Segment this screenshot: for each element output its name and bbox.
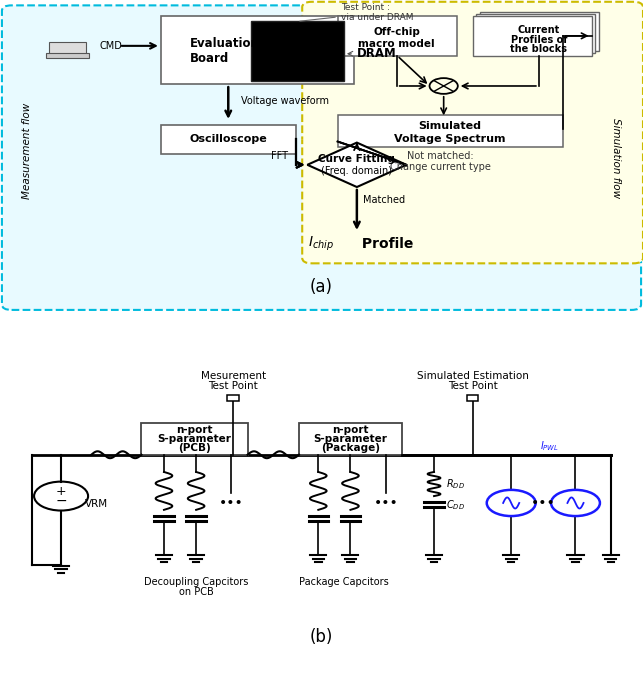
FancyBboxPatch shape (338, 114, 563, 147)
Text: $R_{DD}$: $R_{DD}$ (446, 477, 464, 491)
Text: (Package): (Package) (321, 443, 380, 453)
Text: Test Point: Test Point (448, 381, 498, 391)
Polygon shape (307, 143, 406, 187)
Text: Voltage Spectrum: Voltage Spectrum (394, 134, 506, 143)
Text: Voltage waveform: Voltage waveform (241, 96, 329, 106)
FancyBboxPatch shape (141, 423, 248, 455)
Text: Not matched:: Not matched: (407, 151, 474, 161)
Text: the blocks: the blocks (511, 45, 567, 54)
Text: n-port: n-port (332, 425, 368, 435)
FancyBboxPatch shape (161, 125, 296, 154)
Text: Current: Current (518, 25, 560, 34)
FancyBboxPatch shape (473, 16, 592, 56)
Text: −: − (55, 494, 67, 508)
Text: Simulated Estimation: Simulated Estimation (417, 371, 529, 381)
Text: •••: ••• (531, 496, 556, 510)
Text: S-parameter: S-parameter (314, 434, 387, 444)
Text: n-port: n-port (176, 425, 213, 435)
Text: $I_{PWL}$: $I_{PWL}$ (540, 439, 559, 453)
FancyBboxPatch shape (161, 16, 354, 84)
FancyBboxPatch shape (302, 2, 643, 263)
Text: $I_{chip}$: $I_{chip}$ (309, 235, 334, 254)
FancyBboxPatch shape (338, 16, 457, 56)
Text: Simulation flow: Simulation flow (611, 118, 621, 198)
FancyBboxPatch shape (49, 42, 86, 54)
FancyBboxPatch shape (467, 395, 478, 401)
Text: +: + (56, 486, 66, 498)
FancyBboxPatch shape (476, 14, 595, 53)
Text: Profiles of: Profiles of (511, 35, 567, 45)
Text: Off-chip: Off-chip (374, 27, 420, 37)
Text: $C_{DD}$: $C_{DD}$ (446, 497, 464, 512)
FancyBboxPatch shape (46, 53, 89, 59)
Text: •••: ••• (219, 496, 244, 510)
Text: •••: ••• (374, 496, 398, 510)
Text: S-parameter: S-parameter (158, 434, 231, 444)
Text: Test Point: Test Point (208, 381, 258, 391)
Text: FFT: FFT (271, 150, 288, 161)
Text: VRM: VRM (85, 499, 108, 508)
Text: Simulated: Simulated (419, 121, 482, 132)
Text: Board: Board (190, 52, 229, 65)
FancyBboxPatch shape (299, 423, 402, 455)
Text: Mesurement: Mesurement (201, 371, 266, 381)
FancyBboxPatch shape (480, 12, 599, 51)
Text: Profile: Profile (357, 237, 413, 251)
Text: Decoupling Capcitors: Decoupling Capcitors (144, 577, 248, 587)
Text: Measurement flow: Measurement flow (22, 103, 32, 198)
Text: (Freq. domain): (Freq. domain) (322, 166, 392, 176)
Text: DRAM: DRAM (348, 48, 397, 60)
Text: Test Point :
via under DRAM: Test Point : via under DRAM (300, 3, 413, 22)
Text: (PCB): (PCB) (178, 443, 211, 453)
Text: CMD: CMD (100, 41, 123, 51)
FancyBboxPatch shape (228, 395, 239, 401)
Text: Evaluation: Evaluation (190, 37, 260, 50)
FancyBboxPatch shape (251, 21, 344, 81)
Text: Oscilloscope: Oscilloscope (190, 134, 267, 145)
Text: Package Capcitors: Package Capcitors (299, 577, 389, 587)
Text: macro model: macro model (358, 39, 435, 49)
Text: Change current type: Change current type (390, 162, 491, 172)
FancyBboxPatch shape (2, 6, 641, 310)
Text: (b): (b) (310, 628, 333, 646)
Text: on PCB: on PCB (179, 587, 213, 597)
Text: Matched: Matched (363, 194, 406, 205)
Text: Curve Fitting: Curve Fitting (318, 154, 395, 164)
Text: (a): (a) (310, 278, 333, 296)
